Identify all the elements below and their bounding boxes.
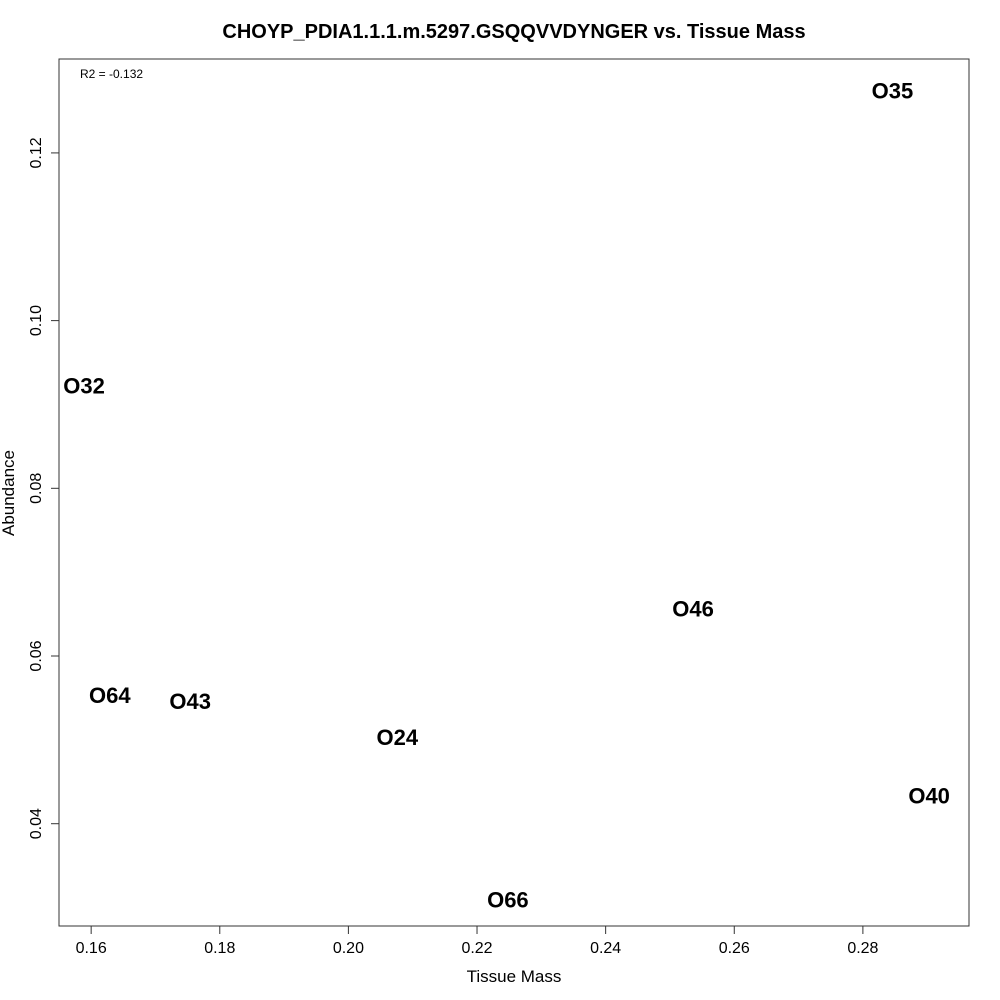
y-tick-label: 0.04 (28, 808, 45, 839)
x-tick-label: 0.20 (333, 940, 364, 957)
x-tick-label: 0.22 (461, 940, 492, 957)
data-point-label: O46 (672, 597, 714, 622)
x-tick-label: 0.16 (76, 940, 107, 957)
x-axis-label: Tissue Mass (467, 967, 562, 986)
data-point-label: O32 (63, 374, 105, 399)
x-tick-label: 0.26 (719, 940, 750, 957)
plot-frame (58, 58, 970, 927)
data-point-label: O64 (89, 683, 131, 708)
data-point-label: O40 (908, 784, 950, 809)
data-points: O35 O32 O46 O64 O43 O24 O40 O66 (63, 78, 950, 912)
y-tick-label: 0.08 (28, 473, 45, 504)
y-axis: 0.04 0.06 0.08 0.10 0.12 (28, 137, 60, 839)
data-point-label: O66 (487, 888, 529, 913)
y-tick-label: 0.06 (28, 640, 45, 671)
data-point-label: O35 (872, 78, 914, 103)
x-tick-label: 0.24 (590, 940, 621, 957)
y-axis-label: Abundance (0, 450, 18, 536)
data-point-label: O43 (169, 689, 211, 714)
x-tick-label: 0.28 (847, 940, 878, 957)
chart-title: CHOYP_PDIA1.1.1.m.5297.GSQQVVDYNGER vs. … (222, 21, 805, 43)
data-point-label: O24 (376, 725, 418, 750)
y-tick-label: 0.12 (28, 137, 45, 168)
x-tick-label: 0.18 (204, 940, 235, 957)
x-axis: 0.16 0.18 0.20 0.22 0.24 0.26 0.28 (76, 925, 879, 957)
y-tick-label: 0.10 (28, 305, 45, 336)
r2-annotation: R2 = -0.132 (80, 67, 143, 81)
